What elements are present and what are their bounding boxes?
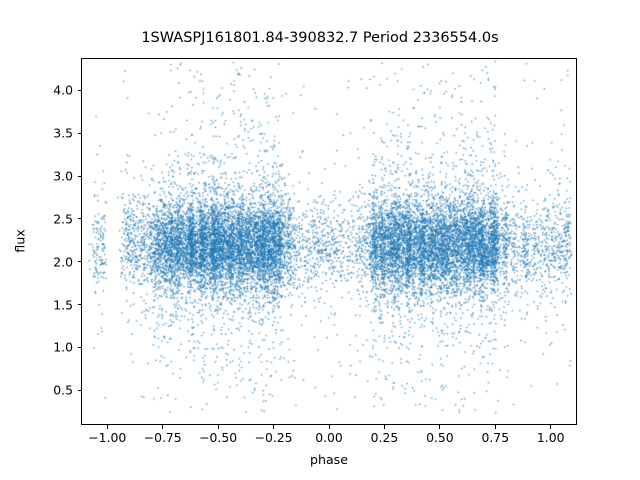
x-axis-label: phase: [309, 452, 348, 467]
y-tick-label: 1.0: [53, 339, 73, 355]
x-tick-mark: [383, 425, 386, 429]
x-tick-label: 0.00: [315, 430, 343, 445]
y-tick-mark: [77, 346, 81, 349]
x-tick-label: 1.00: [536, 430, 565, 445]
y-tick-label: 3.5: [53, 125, 73, 141]
y-tick-mark: [77, 132, 81, 134]
x-tick-label: 0.50: [426, 430, 454, 445]
x-tick-mark: [550, 425, 552, 429]
x-tick-label: 0.25: [370, 430, 399, 445]
y-tick-mark: [77, 218, 81, 220]
x-tick-mark: [106, 425, 108, 429]
x-tick-label: −0.25: [254, 430, 293, 445]
x-tick-mark: [273, 425, 275, 429]
x-tick-mark: [162, 425, 164, 429]
x-tick-mark: [328, 425, 330, 429]
x-tick-label: 0.75: [481, 430, 510, 445]
x-tick-label: −0.50: [199, 430, 238, 445]
chart-title: 1SWASPJ161801.84-390832.7 Period 2336554…: [141, 30, 499, 46]
y-tick-mark: [77, 389, 81, 391]
plot-axes-area: [81, 58, 577, 425]
x-tick-label: −0.75: [143, 430, 182, 445]
y-tick-mark: [77, 175, 81, 177]
scatter-plot-canvas: [82, 59, 576, 424]
y-tick-mark: [77, 304, 81, 306]
y-tick-label: 3.0: [53, 168, 73, 184]
x-tick-mark: [439, 425, 441, 429]
y-tick-label: 0.5: [53, 382, 73, 398]
y-tick-mark: [77, 261, 81, 263]
x-tick-mark: [217, 425, 219, 429]
y-tick-label: 4.0: [53, 82, 73, 98]
y-tick-label: 1.5: [53, 297, 73, 313]
x-tick-mark: [494, 425, 496, 429]
y-tick-label: 2.0: [53, 254, 73, 270]
y-axis-label: flux: [12, 229, 28, 253]
y-tick-label: 2.5: [53, 211, 73, 227]
y-tick-mark: [77, 89, 81, 91]
x-tick-label: −1.00: [88, 430, 127, 445]
